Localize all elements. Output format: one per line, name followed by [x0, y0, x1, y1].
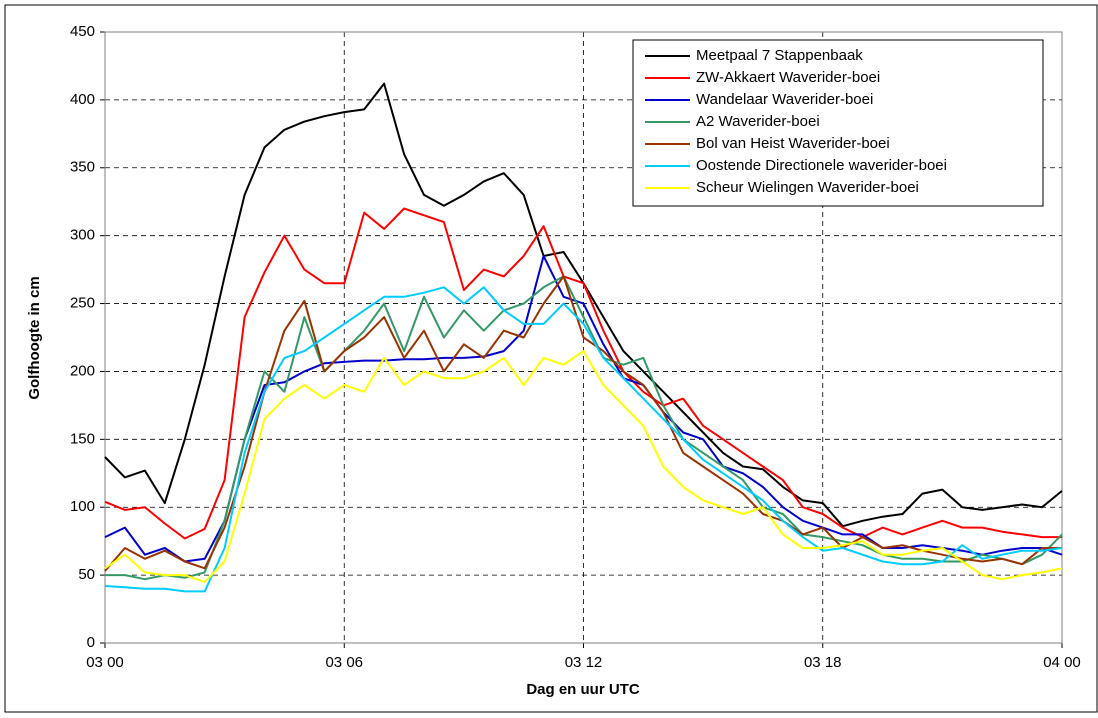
y-tick-label: 400 [70, 91, 95, 108]
legend-label: Bol van Heist Waverider-boei [696, 135, 890, 152]
y-tick-label: 50 [78, 566, 95, 583]
plot-border [104, 31, 1063, 644]
x-tick-label: 03 06 [325, 654, 363, 671]
legend-label: ZW-Akkaert Waverider-boei [696, 69, 880, 86]
x-tick-label: 03 18 [804, 654, 842, 671]
legend-label: Oostende Directionele waverider-boei [696, 157, 947, 174]
x-tick-label: 03 12 [565, 654, 603, 671]
y-axis-label: Golfhoogte in cm [26, 276, 43, 399]
y-tick-label: 0 [87, 634, 95, 651]
y-tick-label: 300 [70, 227, 95, 244]
y-tick-label: 350 [70, 159, 95, 176]
y-tick-label: 200 [70, 362, 95, 379]
y-tick-label: 250 [70, 295, 95, 312]
legend: Meetpaal 7 Stappenbaak ZW-Akkaert Waverid… [632, 39, 1044, 207]
x-tick-label: 03 00 [86, 654, 124, 671]
legend-label: Meetpaal 7 Stappenbaak [696, 47, 863, 64]
series-line [104, 207, 1062, 540]
legend-label: Wandelaar Waverider-boei [696, 91, 873, 108]
legend-label: A2 Waverider-boei [696, 113, 820, 130]
legend-box [632, 39, 1044, 207]
series-line [105, 275, 1063, 581]
x-tick-label: 04 00 [1043, 654, 1081, 671]
series-line [104, 286, 1063, 593]
y-tick-label: 100 [70, 498, 95, 515]
series-line [104, 255, 1063, 563]
y-tick-label: 150 [70, 430, 95, 447]
x-axis-label: Dag en uur UTC [526, 681, 640, 698]
legend-label: Scheur Wielingen Waverider-boei [696, 179, 919, 196]
y-tick-label: 450 [70, 23, 95, 40]
series-line [104, 350, 1063, 583]
